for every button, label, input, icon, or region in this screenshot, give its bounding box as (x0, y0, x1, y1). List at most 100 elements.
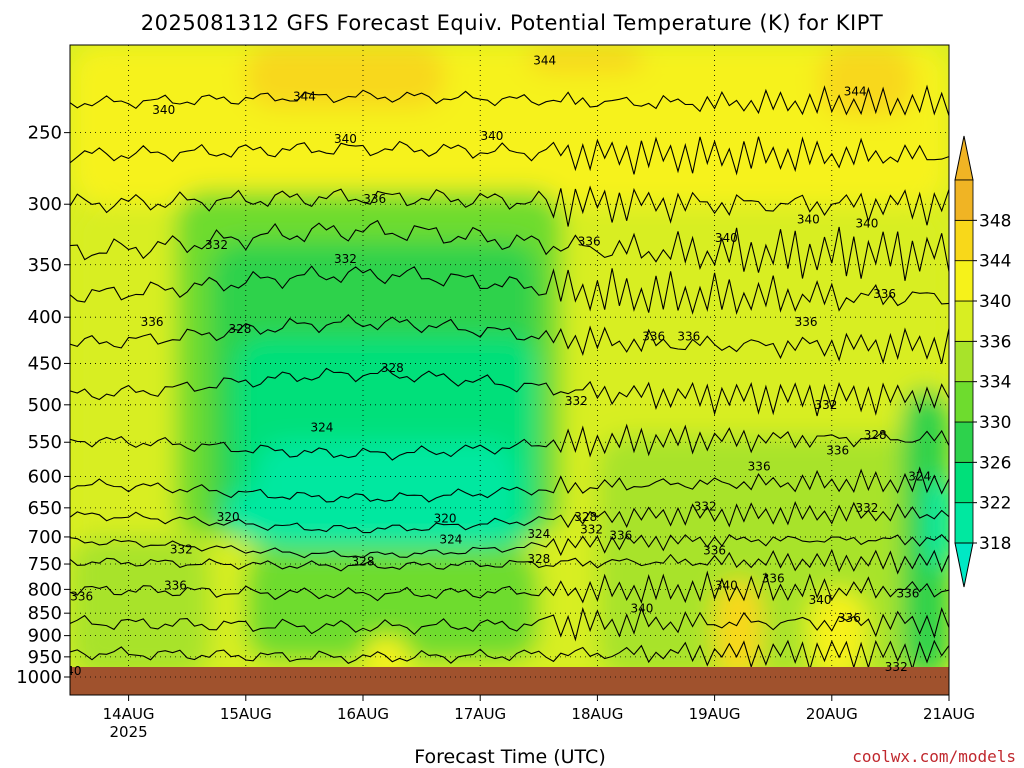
y-tick-label: 250 (28, 123, 62, 144)
x-tick-label: 15AUG (220, 705, 272, 723)
contour-label: 340 (715, 578, 738, 592)
contour-label: 328 (574, 510, 597, 524)
gridlines (70, 45, 949, 695)
contour-label: 340 (630, 602, 653, 616)
colorbar-label: 334 (979, 373, 1011, 393)
contour-label: 336 (826, 444, 849, 458)
contour-line (70, 466, 949, 503)
contour-label: 340 (59, 664, 82, 678)
contour-line (70, 84, 949, 117)
contour-label: 336 (609, 528, 632, 542)
field-region (245, 548, 539, 661)
y-tick-label: 750 (28, 554, 62, 575)
contour-line (70, 219, 949, 281)
contour-line (70, 136, 949, 176)
contour-label: 336 (762, 571, 785, 585)
contour-line (70, 500, 949, 534)
contour-label: 328 (228, 322, 251, 336)
contour-lines (70, 84, 949, 672)
contour-label: 332 (334, 252, 357, 266)
y-axis: 2503003504004505005506006507007508008509… (16, 123, 70, 688)
plot-area: 344 344 344 340 340 340 336 340 340 340 332 332 336 3… (59, 45, 949, 695)
contour-label: 332 (814, 398, 837, 412)
x-tick-label: 19AUG (689, 705, 741, 723)
contour-label: 332 (580, 523, 603, 537)
colorbar-bottom-arrow (954, 542, 974, 588)
credit-text: coolwx.com/models (852, 747, 1016, 766)
contour-label: 336 (838, 611, 861, 625)
contour-label: 336 (141, 315, 164, 329)
y-tick-label: 300 (28, 194, 62, 215)
colorbar-segment (954, 179, 974, 221)
field-region (245, 45, 446, 109)
contour-label: 324 (908, 469, 931, 483)
y-tick-label: 650 (28, 498, 62, 519)
contour-label: 336 (164, 578, 187, 592)
colorbar-segment (954, 340, 974, 383)
contour-label: 336 (677, 329, 700, 343)
contour-label: 332 (885, 660, 908, 674)
contour-label: 336 (363, 192, 386, 206)
contour-label: 340 (856, 216, 879, 230)
field-region (70, 45, 949, 205)
contour-label: 336 (897, 586, 920, 600)
contour-label: 340 (797, 213, 820, 227)
contour-line (70, 606, 949, 642)
contour-label: 324 (311, 421, 334, 435)
y-tick-label: 500 (28, 395, 62, 416)
contour-line (70, 265, 949, 315)
field-region (925, 476, 949, 570)
contour-line (70, 185, 949, 227)
field-region (257, 442, 516, 549)
contour-label: 336 (873, 287, 896, 301)
field-region (527, 45, 645, 74)
contour-label: 328 (864, 428, 887, 442)
colorbar-label: 344 (979, 252, 1011, 272)
x-tick-label: 18AUG (571, 705, 623, 723)
x-tick-label: 17AUG (454, 705, 506, 723)
contour-label: 332 (694, 500, 717, 514)
contour-label: 336 (578, 235, 601, 249)
x-tick-label: 16AUG (337, 705, 389, 723)
contour-line (70, 570, 949, 604)
field-region (222, 489, 281, 537)
colorbar-label: 330 (979, 413, 1011, 433)
contour-line (70, 548, 949, 575)
colorbar-segment (954, 219, 974, 262)
contour-label: 336 (795, 315, 818, 329)
field-region (70, 536, 211, 677)
contour-label: 332 (205, 238, 228, 252)
contour-label: 320 (217, 510, 240, 524)
field-region (714, 579, 762, 677)
x-tick-label: 21AUG (923, 705, 975, 723)
colorbar-segment (954, 381, 974, 423)
contour-label: 336 (70, 590, 93, 604)
x-tick-sublabel: 2025 (110, 723, 148, 741)
y-tick-label: 350 (28, 255, 62, 276)
contour-label: 340 (480, 129, 503, 143)
y-tick-label: 400 (28, 307, 62, 328)
colorbar-top-arrow (954, 135, 974, 181)
field-region (597, 435, 949, 677)
contour-line (70, 366, 949, 417)
contour-label: 340 (152, 103, 175, 117)
colorbar-label: 326 (979, 453, 1011, 473)
contour-line (70, 423, 949, 461)
contour-label: 320 (434, 512, 457, 526)
colorbar-segment (954, 461, 974, 504)
colorbar-segment (954, 260, 974, 302)
colorbar-label: 348 (979, 211, 1011, 231)
contour-label: 344 (844, 84, 867, 98)
colorbar-label: 322 (979, 494, 1011, 514)
contour-label: 332 (856, 501, 879, 515)
field-region (820, 45, 914, 117)
y-tick-label: 700 (28, 527, 62, 548)
contour-line (70, 639, 949, 672)
colorbar-label: 318 (979, 534, 1011, 554)
colorbar-segment (954, 502, 974, 544)
colorbar-label: 336 (979, 332, 1011, 352)
contour-label: 344 (533, 53, 556, 67)
contour-label: 332 (170, 543, 193, 557)
y-tick-label: 900 (28, 626, 62, 647)
